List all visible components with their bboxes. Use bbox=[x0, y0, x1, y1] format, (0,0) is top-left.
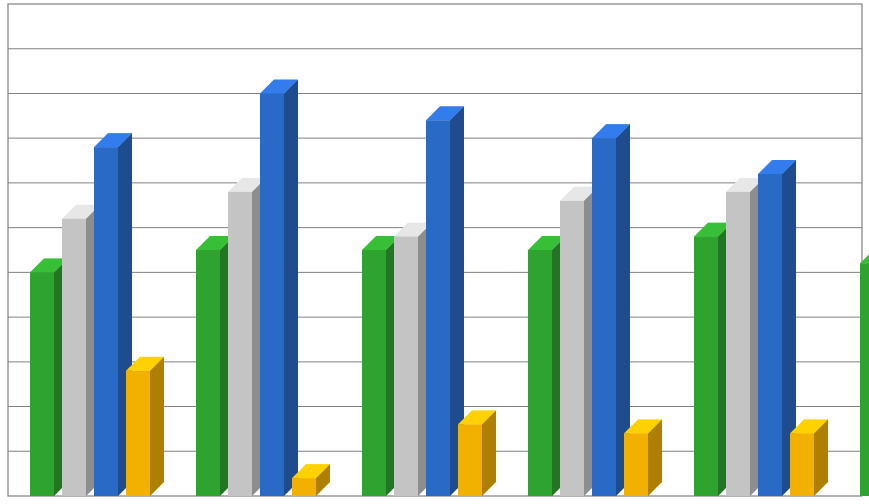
grouped-bar-chart bbox=[0, 0, 869, 504]
